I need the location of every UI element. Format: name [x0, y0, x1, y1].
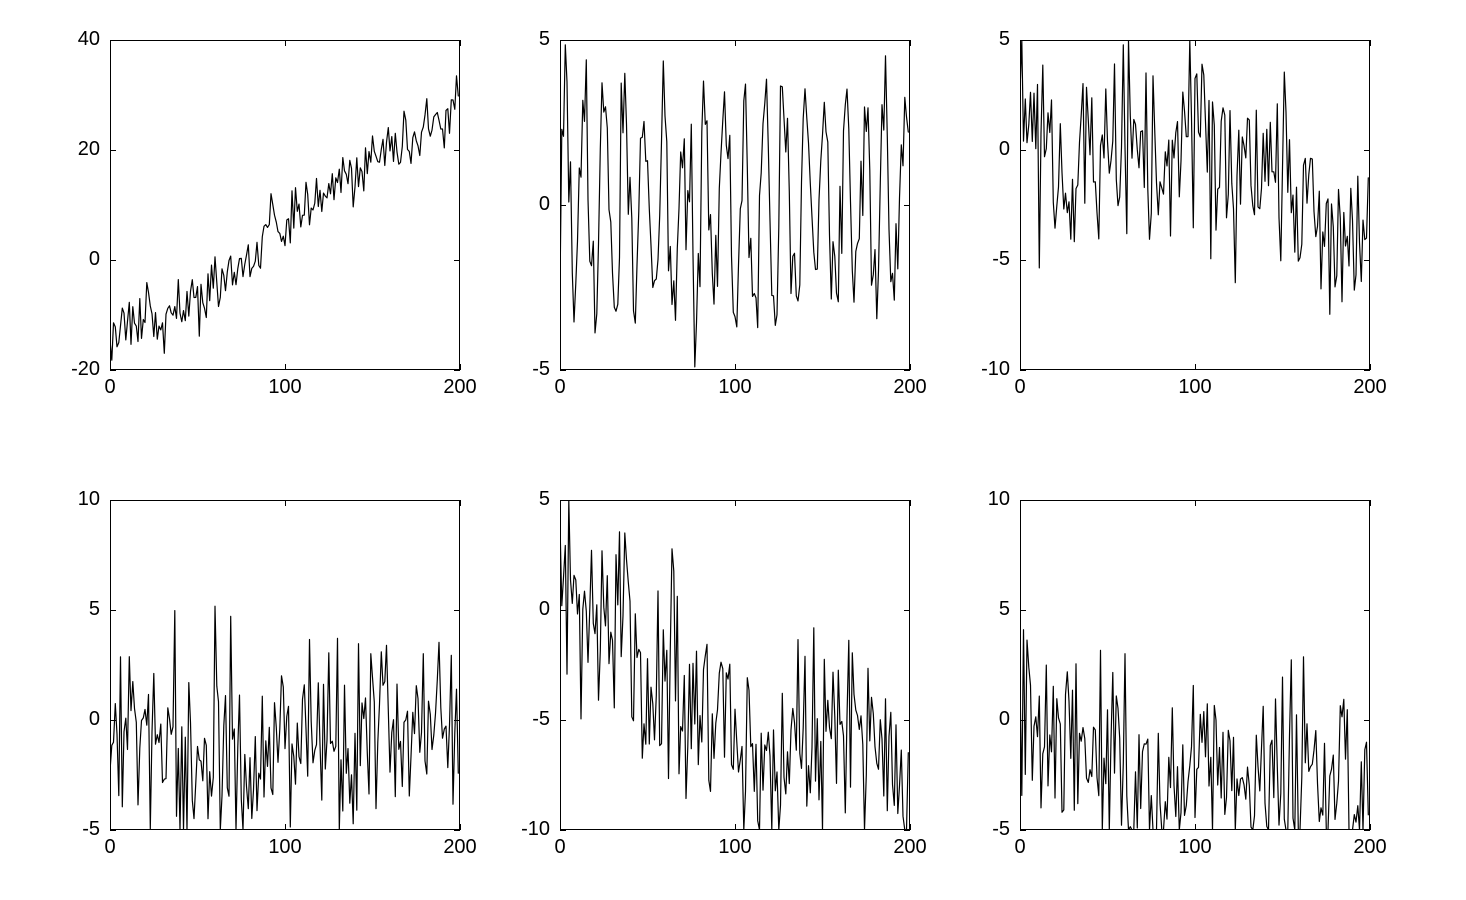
y-tick-label: 10 — [50, 488, 100, 511]
y-tick-mark — [1020, 370, 1026, 371]
x-tick-label: 100 — [265, 836, 305, 859]
figure: 0100200-20020400100200-5050100200-10-505… — [0, 0, 1466, 900]
x-tick-label: 100 — [715, 836, 755, 859]
series-line — [1020, 40, 1370, 370]
x-tick-mark — [460, 364, 461, 370]
x-tick-label: 200 — [890, 836, 930, 859]
y-tick-label: 5 — [500, 28, 550, 51]
x-tick-mark — [1370, 40, 1371, 46]
y-tick-label: 0 — [960, 138, 1010, 161]
y-tick-mark — [1364, 830, 1370, 831]
y-tick-mark — [110, 830, 116, 831]
y-tick-label: 0 — [960, 708, 1010, 731]
y-tick-label: -10 — [960, 358, 1010, 381]
series-line — [560, 500, 910, 830]
y-tick-label: 40 — [50, 28, 100, 51]
y-tick-mark — [560, 830, 566, 831]
x-tick-mark — [910, 364, 911, 370]
y-tick-mark — [110, 370, 116, 371]
y-tick-mark — [454, 830, 460, 831]
y-tick-label: 5 — [500, 488, 550, 511]
y-tick-mark — [1020, 830, 1026, 831]
y-tick-mark — [1364, 370, 1370, 371]
y-tick-label: 5 — [50, 598, 100, 621]
y-tick-label: 0 — [500, 193, 550, 216]
y-tick-label: -5 — [500, 708, 550, 731]
x-tick-mark — [1370, 824, 1371, 830]
y-tick-label: -5 — [500, 358, 550, 381]
y-tick-label: 0 — [500, 598, 550, 621]
x-tick-label: 100 — [715, 376, 755, 399]
y-tick-label: -5 — [960, 248, 1010, 271]
y-tick-mark — [560, 370, 566, 371]
y-tick-label: -5 — [960, 818, 1010, 841]
y-tick-label: -20 — [50, 358, 100, 381]
x-tick-mark — [1370, 364, 1371, 370]
x-tick-label: 100 — [265, 376, 305, 399]
x-tick-label: 200 — [1350, 376, 1390, 399]
x-tick-label: 200 — [1350, 836, 1390, 859]
x-tick-mark — [460, 824, 461, 830]
y-tick-label: -5 — [50, 818, 100, 841]
series-line — [110, 500, 460, 830]
x-tick-label: 100 — [1175, 376, 1215, 399]
y-tick-label: -10 — [500, 818, 550, 841]
x-tick-mark — [460, 500, 461, 506]
x-tick-mark — [1370, 500, 1371, 506]
series-line — [560, 40, 910, 370]
subplot-p13: 0100200-10-505 — [1020, 40, 1370, 370]
x-tick-label: 100 — [1175, 836, 1215, 859]
subplot-p12: 0100200-505 — [560, 40, 910, 370]
y-tick-label: 20 — [50, 138, 100, 161]
y-tick-label: 0 — [50, 248, 100, 271]
x-tick-label: 200 — [440, 376, 480, 399]
x-tick-mark — [910, 824, 911, 830]
y-tick-label: 0 — [50, 708, 100, 731]
series-line — [1020, 500, 1370, 830]
y-tick-label: 10 — [960, 488, 1010, 511]
y-tick-mark — [904, 830, 910, 831]
x-tick-mark — [910, 500, 911, 506]
y-tick-mark — [904, 370, 910, 371]
y-tick-mark — [454, 370, 460, 371]
y-tick-label: 5 — [960, 598, 1010, 621]
y-tick-label: 5 — [960, 28, 1010, 51]
subplot-p11: 0100200-2002040 — [110, 40, 460, 370]
x-tick-mark — [460, 40, 461, 46]
subplot-p21: 0100200-50510 — [110, 500, 460, 830]
series-line — [110, 40, 460, 370]
x-tick-label: 200 — [440, 836, 480, 859]
subplot-p22: 0100200-10-505 — [560, 500, 910, 830]
subplot-p23: 0100200-50510 — [1020, 500, 1370, 830]
x-tick-label: 200 — [890, 376, 930, 399]
x-tick-mark — [910, 40, 911, 46]
